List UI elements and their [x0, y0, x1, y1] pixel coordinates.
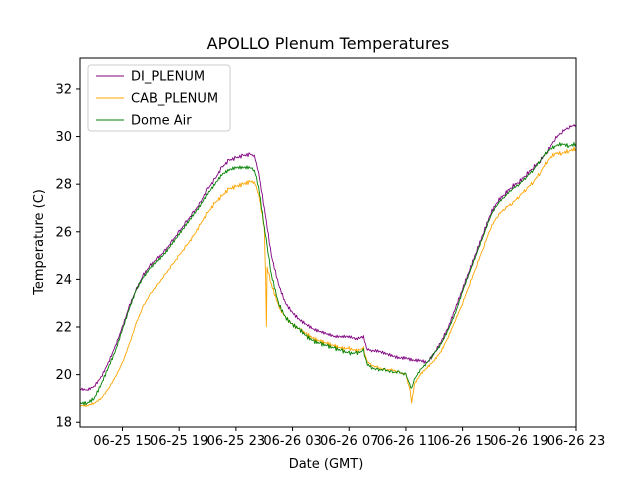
x-tick-label: 06-26 23 — [547, 434, 605, 449]
y-tick-label: 20 — [55, 368, 72, 383]
x-tick-label: 06-26 11 — [377, 434, 435, 449]
y-tick-label: 22 — [55, 321, 72, 336]
x-tick-label: 06-25 23 — [207, 434, 265, 449]
y-tick-label: 24 — [55, 273, 72, 288]
legend-label: DI_PLENUM — [131, 70, 205, 85]
x-tick-label: 06-25 15 — [93, 434, 151, 449]
x-tick-label: 06-26 19 — [490, 434, 548, 449]
y-tick-label: 28 — [55, 178, 72, 193]
x-tick-label: 06-26 07 — [320, 434, 378, 449]
legend: DI_PLENUM CAB_PLENUM Dome Air — [88, 65, 230, 131]
y-tick-label: 26 — [55, 225, 72, 240]
x-tick-label: 06-26 15 — [433, 434, 491, 449]
chart: APOLLO Plenum Temperatures 06-25 1506-25… — [0, 0, 640, 480]
y-axis-label: Temperature (C) — [32, 189, 47, 296]
x-tick-label: 06-25 19 — [150, 434, 208, 449]
y-tick-label: 32 — [55, 82, 72, 97]
legend-label: CAB_PLENUM — [131, 92, 218, 107]
legend-label: Dome Air — [131, 114, 192, 129]
y-tick-label: 30 — [55, 130, 72, 145]
x-tick-label: 06-26 03 — [263, 434, 321, 449]
chart-title: APOLLO Plenum Temperatures — [207, 34, 450, 53]
y-tick-label: 18 — [55, 416, 72, 431]
x-axis-label: Date (GMT) — [289, 457, 364, 472]
